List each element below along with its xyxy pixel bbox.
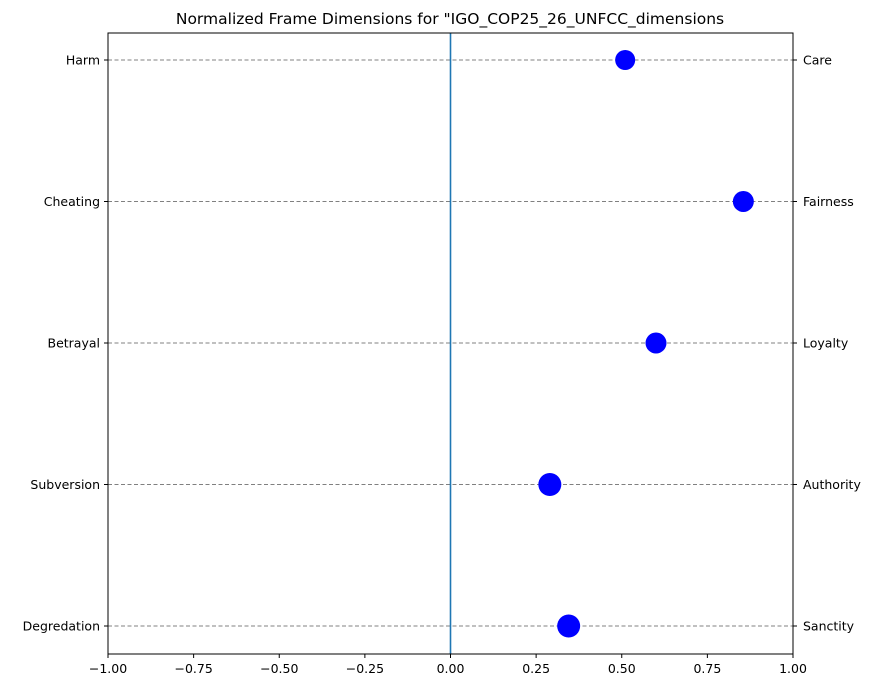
x-tick-label-0: −1.00 bbox=[89, 661, 127, 676]
right-label-fairness: Fairness bbox=[803, 194, 854, 209]
left-label-degredation: Degredation bbox=[23, 619, 100, 634]
x-tick-label-2: −0.50 bbox=[260, 661, 298, 676]
gridlines bbox=[108, 59, 793, 627]
data-point-loyalty bbox=[645, 332, 667, 354]
x-tick-label-6: 0.50 bbox=[608, 661, 636, 676]
right-label-loyalty: Loyalty bbox=[803, 336, 849, 351]
left-label-harm: Harm bbox=[66, 53, 100, 68]
left-label-betrayal: Betrayal bbox=[48, 336, 101, 351]
x-tick-label-8: 1.00 bbox=[779, 661, 807, 676]
right-axis-labels: Care Fairness Loyalty Authority Sanctity bbox=[793, 53, 861, 634]
x-axis-ticks: −1.00 −0.75 −0.50 −0.25 0.00 0.25 0.50 0.75 1.00 bbox=[89, 654, 807, 676]
left-label-subversion: Subversion bbox=[30, 477, 100, 492]
x-tick-label-7: 0.75 bbox=[693, 661, 721, 676]
x-tick-label-4: 0.00 bbox=[437, 661, 465, 676]
x-tick-label-3: −0.25 bbox=[346, 661, 384, 676]
x-tick-label-1: −0.75 bbox=[174, 661, 212, 676]
data-points bbox=[538, 50, 754, 638]
left-axis-labels: Harm Cheating Betrayal Subversion Degredatio… bbox=[23, 53, 108, 634]
data-point-authority bbox=[538, 473, 562, 496]
right-label-sanctity: Sanctity bbox=[803, 619, 855, 634]
right-label-care: Care bbox=[803, 53, 832, 68]
data-point-care bbox=[615, 50, 636, 70]
left-label-cheating: Cheating bbox=[44, 194, 100, 209]
x-tick-label-5: 0.25 bbox=[522, 661, 550, 676]
chart-title: Normalized Frame Dimensions for "IGO_COP… bbox=[176, 10, 724, 29]
data-point-fairness bbox=[732, 191, 754, 212]
right-label-authority: Authority bbox=[803, 477, 861, 492]
data-point-sanctity bbox=[557, 614, 581, 638]
